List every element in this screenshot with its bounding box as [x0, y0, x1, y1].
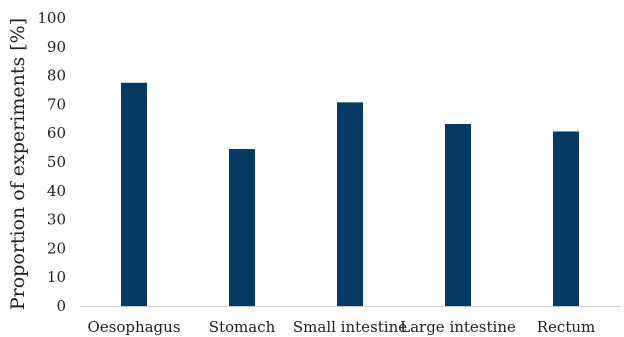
- x-tick-label: Rectum: [537, 318, 595, 336]
- y-tick-label: 30: [47, 211, 66, 229]
- bar-large-intestine: [445, 123, 471, 306]
- bar-stomach: [229, 149, 255, 306]
- y-tick-labels: 0 10 20 30 40 50 60 70 80 90 100: [37, 9, 66, 315]
- y-tick-label: 20: [47, 239, 66, 257]
- bar-rectum: [553, 131, 579, 306]
- bar-oesophagus: [121, 82, 147, 306]
- bars-group: [121, 82, 579, 306]
- x-tick-label: Small intestine: [293, 318, 407, 336]
- y-tick-label: 40: [47, 182, 66, 200]
- x-tick-label: Large intestine: [400, 318, 516, 336]
- y-tick-label: 10: [47, 268, 66, 286]
- y-tick-label: 0: [56, 297, 66, 315]
- bar-small-intestine: [337, 102, 363, 306]
- y-tick-label: 70: [47, 95, 66, 113]
- y-tick-label: 60: [47, 124, 66, 142]
- x-tick-label: Oesophagus: [87, 318, 180, 336]
- y-tick-label: 90: [47, 38, 66, 56]
- y-tick-label: 80: [47, 67, 66, 85]
- x-tick-label: Stomach: [209, 318, 276, 336]
- y-tick-label: 50: [47, 153, 66, 171]
- y-axis-title: Proportion of experiments [%]: [7, 18, 29, 310]
- y-tick-label: 100: [37, 9, 66, 27]
